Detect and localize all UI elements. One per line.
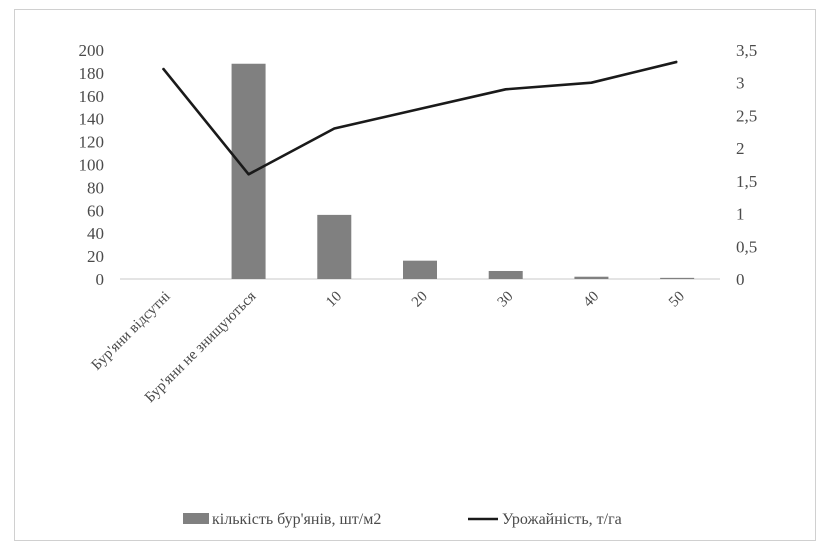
bar <box>660 277 695 279</box>
right-tick-label: 2,5 <box>736 106 757 125</box>
bar <box>317 214 352 279</box>
bar <box>574 276 609 279</box>
left-tick-label: 40 <box>87 224 104 243</box>
category-label: 30 <box>495 289 517 311</box>
right-tick-label: 3,5 <box>736 41 757 60</box>
line-point <box>333 128 335 130</box>
right-tick-label: 0 <box>736 270 745 289</box>
category-label: 10 <box>323 289 345 311</box>
left-tick-label: 60 <box>87 201 104 220</box>
line-point <box>676 61 678 63</box>
line-series <box>161 60 678 176</box>
left-tick-label: 180 <box>79 64 105 83</box>
right-tick-label: 1 <box>736 205 745 224</box>
left-tick-label: 80 <box>87 178 104 197</box>
category-label: 20 <box>409 289 431 311</box>
right-tick-label: 0,5 <box>736 237 757 256</box>
legend: кількість бур'янів, шт/м2 Урожайність, т/… <box>183 511 622 528</box>
line-point <box>505 88 507 90</box>
legend-line-label: Урожайність, т/га <box>502 511 622 528</box>
line-point <box>590 82 592 84</box>
left-tick-label: 160 <box>79 87 105 106</box>
line-point <box>162 67 164 69</box>
left-axis-ticks: 0 20 40 60 80 100 120 140 160 180 200 <box>79 41 105 289</box>
legend-bar-swatch <box>183 513 209 524</box>
line-point <box>248 173 250 175</box>
left-tick-label: 100 <box>79 156 105 175</box>
left-tick-label: 20 <box>87 247 104 266</box>
category-label: 50 <box>666 289 688 311</box>
left-tick-label: 0 <box>96 270 105 289</box>
line-point <box>419 108 421 110</box>
category-label: Бур'яни відсутні <box>89 289 174 374</box>
left-tick-label: 140 <box>79 110 105 129</box>
bar <box>231 63 266 279</box>
left-tick-label: 200 <box>79 41 105 60</box>
bar <box>488 270 523 279</box>
bar-series <box>231 63 695 279</box>
right-tick-label: 3 <box>736 74 745 93</box>
right-tick-label: 1,5 <box>736 172 757 191</box>
bar <box>403 260 437 279</box>
left-tick-label: 120 <box>79 133 105 152</box>
right-tick-label: 2 <box>736 139 745 158</box>
category-label: 40 <box>580 289 602 311</box>
legend-bar-label: кількість бур'янів, шт/м2 <box>212 511 381 528</box>
right-axis-ticks: 0 0,5 1 1,5 2 2,5 3 3,5 <box>736 41 757 289</box>
